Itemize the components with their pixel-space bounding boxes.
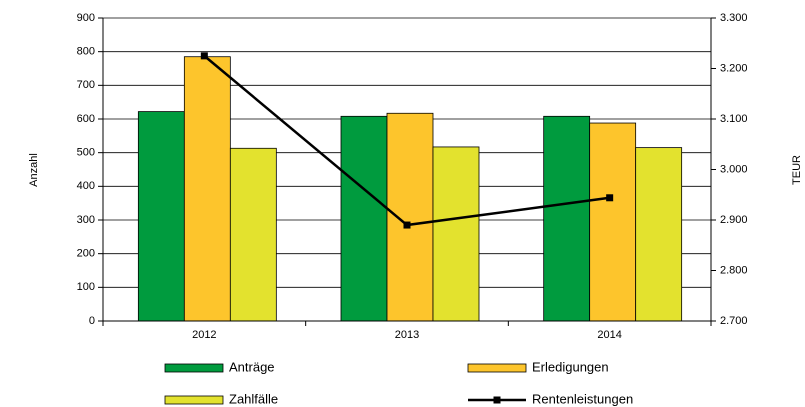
bar [432, 146, 480, 322]
bar [543, 115, 591, 322]
y-tick-label: 900 [77, 12, 95, 24]
y-tick-label: 500 [77, 147, 95, 159]
y-tick-label: 600 [77, 113, 95, 125]
x-tick-label: 2013 [395, 329, 419, 341]
legend-label: Erledigungen [532, 359, 609, 374]
y2-tick-label: 3.200 [720, 62, 748, 74]
bar [589, 122, 637, 322]
x-tick-label: 2014 [597, 329, 621, 341]
y2-tick-label: 3.100 [720, 113, 748, 125]
y2-tick-label: 2.800 [720, 264, 748, 276]
legend-swatch [164, 363, 224, 373]
bar [340, 115, 388, 322]
y-axis-label: Anzahl [28, 153, 40, 187]
y2-tick-label: 3.000 [720, 163, 748, 175]
y-tick-label: 100 [77, 281, 95, 293]
legend-label: Rentenleistungen [532, 391, 633, 406]
legend-swatch [164, 395, 224, 405]
y2-tick-label: 2.900 [720, 214, 748, 226]
line-marker [403, 221, 411, 229]
x-tick-label: 2012 [192, 329, 216, 341]
legend-swatch [493, 396, 501, 404]
y2-tick-label: 2.700 [720, 315, 748, 327]
y-tick-label: 0 [89, 315, 95, 327]
bar [183, 56, 231, 322]
legend-label: Zahlfälle [229, 391, 278, 406]
line-marker [200, 52, 208, 60]
bar [635, 147, 683, 322]
y-tick-label: 800 [77, 46, 95, 58]
legend-swatch [467, 363, 527, 373]
y-tick-label: 400 [77, 180, 95, 192]
legend-label: Anträge [229, 359, 275, 374]
line-marker [606, 194, 614, 202]
bar [137, 111, 185, 322]
y-tick-label: 200 [77, 248, 95, 260]
y2-axis-label: TEUR [791, 155, 803, 185]
y2-tick-label: 3.300 [720, 12, 748, 24]
y-tick-label: 700 [77, 79, 95, 91]
bar [229, 147, 277, 322]
y-tick-label: 300 [77, 214, 95, 226]
bar [386, 112, 434, 322]
